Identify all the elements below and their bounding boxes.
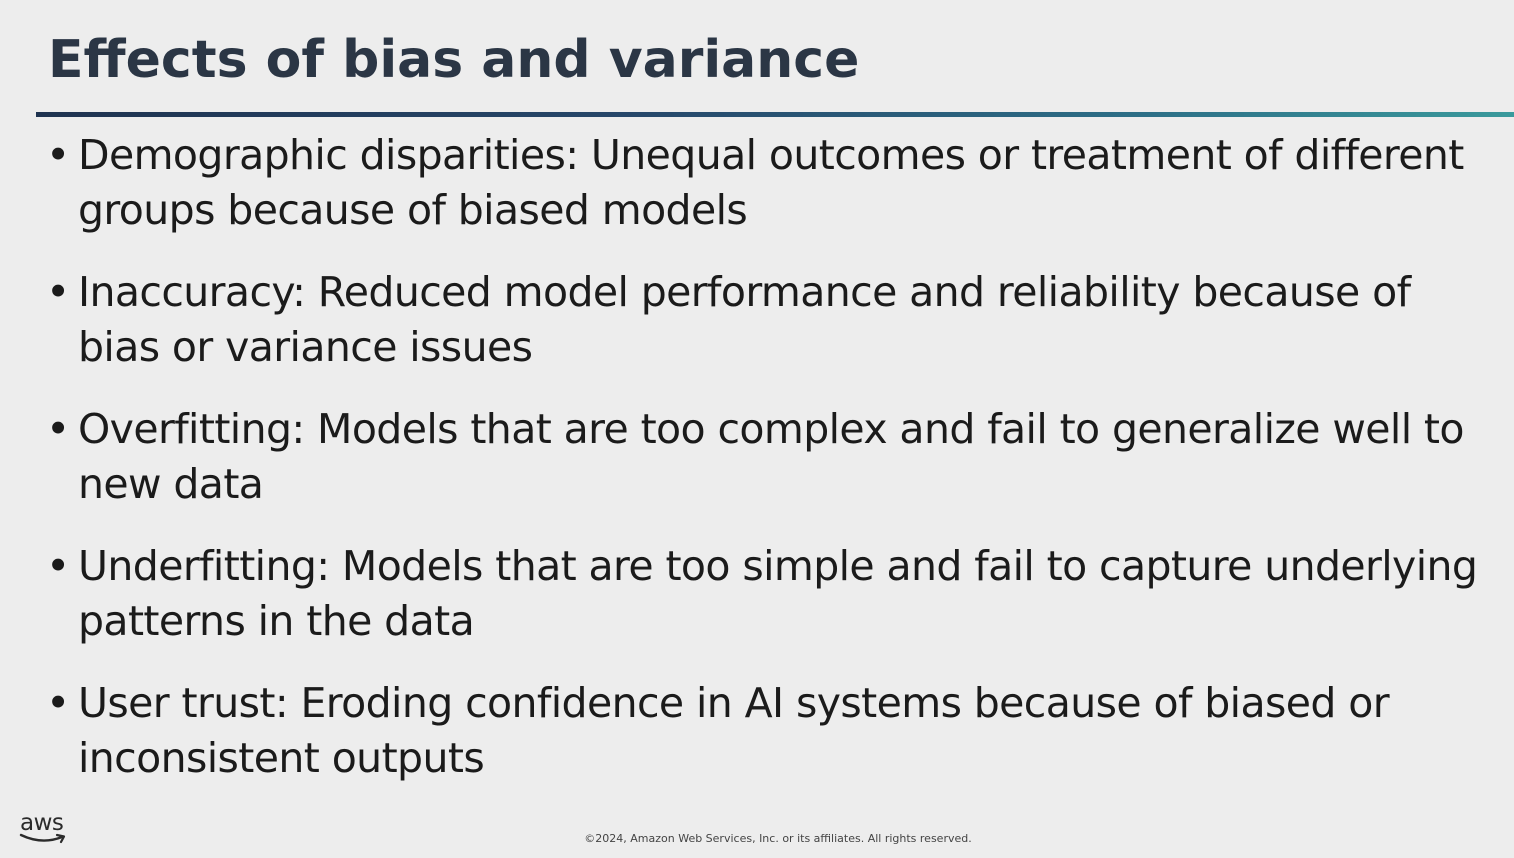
title-divider: [36, 112, 1514, 117]
bullet-icon: •: [46, 542, 70, 590]
bullet-text: Overfitting: Models that are too complex…: [78, 405, 1465, 508]
bullet-icon: •: [46, 405, 70, 453]
bullet-item: • Inaccuracy: Reduced model performance …: [46, 265, 1496, 375]
aws-logo-text: aws: [20, 810, 64, 836]
copyright-footer: ©2024, Amazon Web Services, Inc. or its …: [584, 832, 972, 845]
bullet-text: Underfitting: Models that are too simple…: [78, 542, 1478, 645]
bullet-item: • User trust: Eroding confidence in AI s…: [46, 676, 1496, 786]
bullet-text: Demographic disparities: Unequal outcome…: [78, 131, 1464, 234]
bullet-icon: •: [46, 268, 70, 316]
bullet-icon: •: [46, 131, 70, 179]
bullet-text: User trust: Eroding confidence in AI sys…: [78, 679, 1390, 782]
bullet-text: Inaccuracy: Reduced model performance an…: [78, 268, 1411, 371]
slide-title: Effects of bias and variance: [48, 30, 860, 90]
bullet-item: • Overfitting: Models that are too compl…: [46, 402, 1496, 512]
bullet-item: • Underfitting: Models that are too simp…: [46, 539, 1496, 649]
aws-smile-icon: [19, 833, 66, 844]
bullet-item: • Demographic disparities: Unequal outco…: [46, 128, 1496, 238]
aws-logo-icon: aws: [18, 810, 72, 850]
bullet-list: • Demographic disparities: Unequal outco…: [46, 128, 1496, 813]
bullet-icon: •: [46, 679, 70, 727]
